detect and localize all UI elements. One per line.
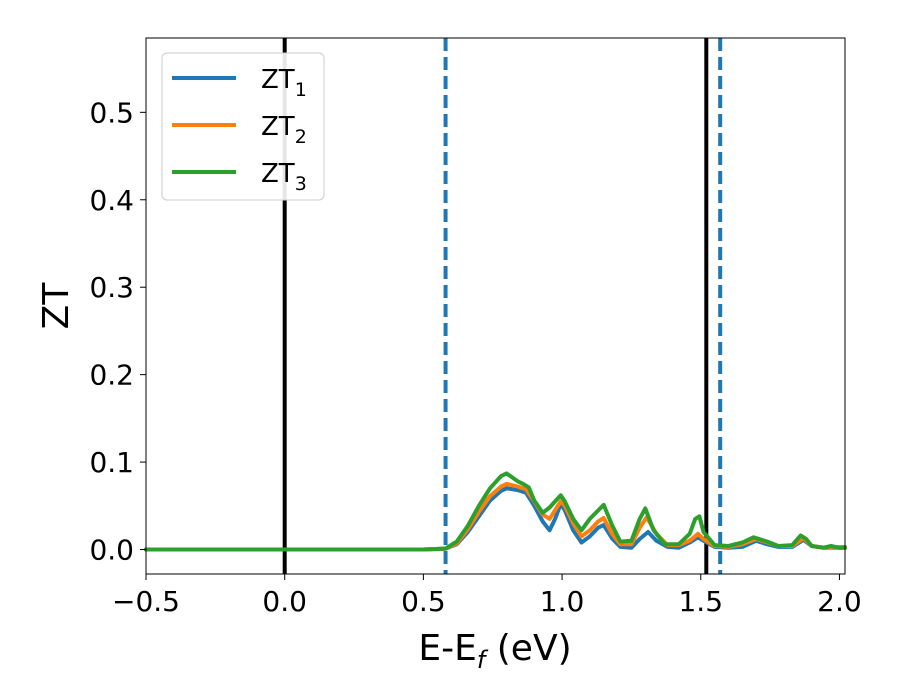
legend-entries: ZT1 ZT2 ZT3 (172, 65, 307, 195)
y-tick-label: 0.1 (89, 446, 134, 479)
y-tick-label: 0.4 (89, 184, 134, 217)
y-axis-label: ZT (36, 282, 77, 330)
series-line-zt2 (144, 481, 847, 552)
series-layer (144, 471, 847, 552)
x-tick-label: −0.5 (112, 585, 180, 618)
x-tick-label: 2.0 (817, 585, 862, 618)
x-tick-label: 0.5 (401, 585, 446, 618)
legend: ZT1 ZT2 ZT3 (161, 52, 325, 201)
series-line-zt3 (144, 471, 847, 552)
y-tick-label: 0.5 (89, 96, 134, 129)
legend-label: ZT3 (261, 159, 307, 195)
legend-box (161, 52, 325, 201)
y-axis-ticks: 0.0 0.1 0.2 0.3 0.4 0.5 (89, 96, 146, 567)
x-tick-label: 1.5 (678, 585, 723, 618)
x-tick-label: 0.0 (262, 585, 307, 618)
y-tick-label: 0.2 (89, 359, 134, 392)
y-tick-label: 0.3 (89, 271, 134, 304)
x-axis-ticks: −0.5 0.0 0.5 1.0 1.5 2.0 (112, 574, 862, 618)
plot-frame (145, 37, 846, 575)
legend-label: ZT1 (261, 65, 307, 101)
y-tick-label: 0.0 (89, 534, 134, 567)
legend-label: ZT2 (261, 112, 307, 148)
x-axis-label: E-Ef (eV) (418, 628, 571, 674)
x-tick-label: 1.0 (540, 585, 585, 618)
